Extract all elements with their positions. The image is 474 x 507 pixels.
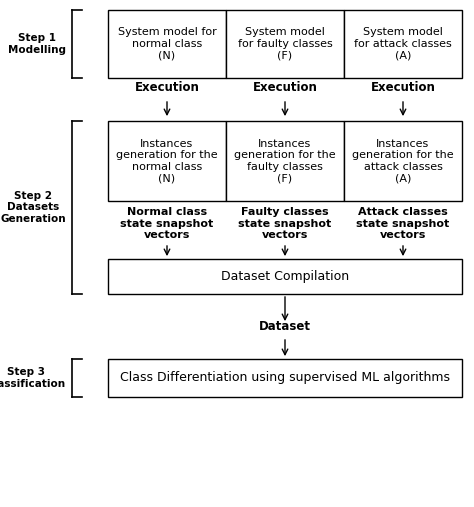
Text: Step 1
Modelling: Step 1 Modelling [8,33,66,55]
Text: Attack classes
state snapshot
vectors: Attack classes state snapshot vectors [356,207,450,240]
FancyBboxPatch shape [108,259,462,294]
Text: Normal class
state snapshot
vectors: Normal class state snapshot vectors [120,207,214,240]
Text: Instances
generation for the
faulty classes
(F): Instances generation for the faulty clas… [234,138,336,184]
FancyBboxPatch shape [108,121,226,201]
FancyBboxPatch shape [108,10,226,78]
Text: Execution: Execution [371,81,436,94]
Text: Step 2
Datasets
Generation: Step 2 Datasets Generation [0,191,66,224]
Text: Faulty classes
state snapshot
vectors: Faulty classes state snapshot vectors [238,207,332,240]
FancyBboxPatch shape [344,10,462,78]
Text: Execution: Execution [135,81,200,94]
Text: Dataset: Dataset [259,319,311,333]
FancyBboxPatch shape [344,121,462,201]
Text: Class Differentiation using supervised ML algorithms: Class Differentiation using supervised M… [120,372,450,384]
FancyBboxPatch shape [226,121,344,201]
Text: Instances
generation for the
attack classes
(A): Instances generation for the attack clas… [352,138,454,184]
Text: Execution: Execution [253,81,318,94]
Text: System model
for faulty classes
(F): System model for faulty classes (F) [237,27,332,61]
Text: Step 3
Classification: Step 3 Classification [0,367,66,389]
Text: Dataset Compilation: Dataset Compilation [221,270,349,283]
Text: System model for
normal class
(N): System model for normal class (N) [118,27,216,61]
Text: System model
for attack classes
(A): System model for attack classes (A) [354,27,452,61]
FancyBboxPatch shape [226,10,344,78]
Text: Instances
generation for the
normal class
(N): Instances generation for the normal clas… [116,138,218,184]
FancyBboxPatch shape [108,359,462,397]
